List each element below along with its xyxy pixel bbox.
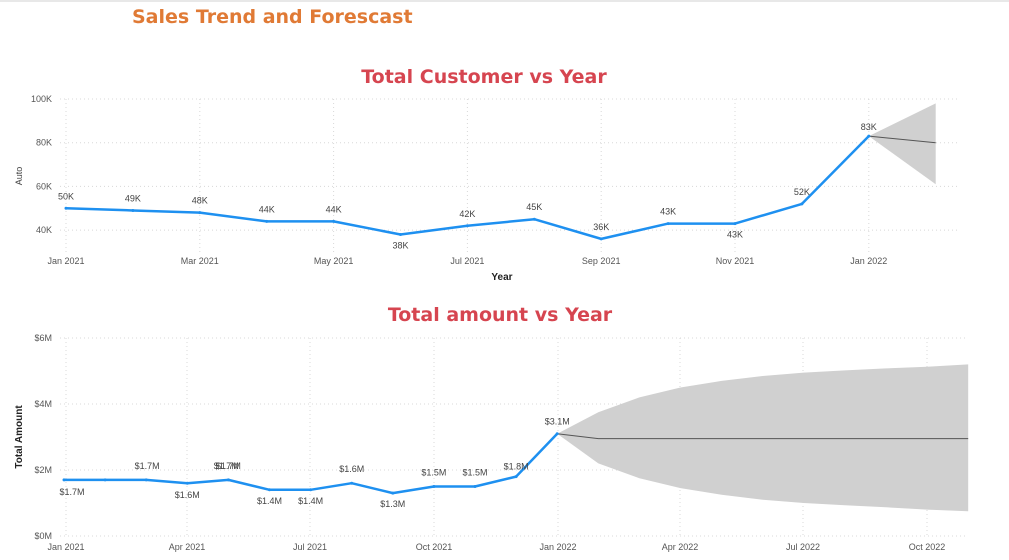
- data-label: 43K: [660, 207, 676, 217]
- data-label: 83K: [861, 122, 877, 132]
- data-point[interactable]: [800, 202, 804, 206]
- x-tick-label: Jan 2022: [539, 542, 576, 552]
- data-point[interactable]: [332, 219, 336, 223]
- chart-title: Total amount vs Year: [388, 304, 613, 326]
- data-label: 43K: [727, 230, 743, 240]
- y-tick-label: $0M: [34, 531, 52, 541]
- data-point[interactable]: [465, 224, 469, 228]
- data-point[interactable]: [867, 134, 871, 138]
- data-label: $1.7M: [214, 461, 239, 471]
- forecast-confidence-band: [868, 103, 936, 185]
- data-label: $1.4M: [298, 496, 323, 506]
- y-tick-label: 100K: [31, 94, 52, 104]
- data-point[interactable]: [185, 481, 189, 485]
- y-axis-title: Auto: [14, 167, 24, 186]
- x-tick-label: Sep 2021: [582, 256, 621, 266]
- data-point[interactable]: [268, 488, 271, 492]
- x-tick-label: Apr 2021: [169, 542, 206, 552]
- x-tick-label: Mar 2021: [181, 256, 219, 266]
- data-point[interactable]: [391, 491, 395, 495]
- data-label: 44K: [259, 204, 275, 214]
- data-label: 49K: [125, 193, 141, 203]
- data-point[interactable]: [555, 432, 559, 436]
- x-tick-label: Jan 2021: [47, 256, 84, 266]
- x-tick-label: Jul 2021: [293, 542, 327, 552]
- x-tick-label: Jan 2021: [47, 542, 84, 552]
- data-point[interactable]: [309, 488, 313, 492]
- forecast-line: [557, 433, 969, 440]
- top-border: [0, 0, 1009, 2]
- chart-title: Total Customer vs Year: [361, 66, 607, 88]
- data-label: $1.3M: [380, 499, 405, 509]
- data-label: 48K: [192, 196, 208, 206]
- data-label: $1.7M: [216, 461, 241, 471]
- data-label: 44K: [326, 204, 342, 214]
- page-title: Sales Trend and Forescast: [132, 6, 413, 28]
- data-point[interactable]: [432, 485, 436, 488]
- data-point[interactable]: [473, 485, 477, 488]
- forecast-line: [868, 135, 936, 144]
- data-label: $3.1M: [545, 417, 570, 427]
- data-point[interactable]: [599, 237, 603, 241]
- data-label: 50K: [58, 191, 74, 201]
- data-point[interactable]: [399, 233, 402, 237]
- y-axis-title: Total Amount: [14, 405, 25, 469]
- data-label: $1.8M: [504, 462, 529, 472]
- data-point[interactable]: [62, 478, 66, 482]
- data-label: $1.7M: [59, 487, 84, 497]
- data-label: 36K: [593, 222, 609, 232]
- data-label: $1.5M: [462, 468, 487, 478]
- y-tick-label: 80K: [36, 138, 52, 148]
- customer-line-chart: Total Customer vs Year 40K 60K 80K 100K Jan…: [14, 66, 960, 283]
- data-label: $1.4M: [257, 496, 282, 506]
- data-point[interactable]: [514, 475, 518, 479]
- x-tick-label: Oct 2021: [416, 542, 453, 552]
- data-point[interactable]: [64, 206, 68, 210]
- y-tick-label: 60K: [36, 181, 52, 191]
- data-label: $1.6M: [339, 464, 364, 474]
- data-label: 38K: [392, 241, 408, 251]
- data-point[interactable]: [733, 222, 737, 226]
- x-tick-label: Nov 2021: [716, 256, 755, 266]
- y-tick-label: $4M: [34, 399, 52, 409]
- y-tick-label: $6M: [34, 333, 52, 343]
- data-point[interactable]: [198, 211, 202, 215]
- x-tick-label: Jan 2022: [850, 256, 887, 266]
- x-axis-title: Year: [491, 272, 512, 283]
- forecast-confidence-band: [557, 364, 969, 512]
- data-label: $1.6M: [175, 490, 200, 500]
- x-tick-label: Oct 2022: [909, 542, 946, 552]
- data-point[interactable]: [226, 478, 230, 482]
- y-tick-label: $2M: [34, 465, 52, 475]
- data-point[interactable]: [131, 208, 135, 212]
- amount-line-chart: Total amount vs Year $0M $2M $4M $6M Jan 20…: [14, 304, 969, 552]
- x-tick-label: Jul 2022: [786, 542, 820, 552]
- data-label: $1.7M: [135, 461, 160, 471]
- data-point[interactable]: [103, 478, 107, 482]
- data-point[interactable]: [350, 481, 354, 485]
- x-tick-label: Apr 2022: [662, 542, 699, 552]
- data-label: 45K: [526, 202, 542, 212]
- y-tick-label: 40K: [36, 225, 52, 235]
- data-point[interactable]: [666, 222, 670, 226]
- x-tick-label: May 2021: [314, 256, 354, 266]
- x-tick-label: Jul 2021: [450, 256, 484, 266]
- data-label: $1.5M: [421, 468, 446, 478]
- data-label: 42K: [459, 209, 475, 219]
- data-label: 52K: [794, 187, 810, 197]
- data-point[interactable]: [532, 217, 536, 221]
- data-point[interactable]: [265, 219, 269, 223]
- data-point[interactable]: [144, 478, 148, 482]
